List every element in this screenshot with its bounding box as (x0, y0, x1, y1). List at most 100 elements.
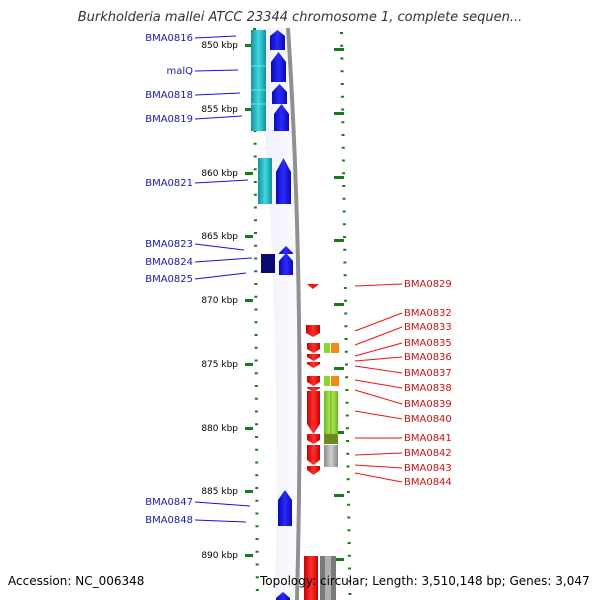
gene-bma0833 (307, 343, 320, 353)
cog-block (324, 376, 330, 386)
scale-tick (254, 359, 258, 362)
scale-tick (254, 410, 258, 413)
scale-tick (346, 452, 350, 455)
gene-bma0843 (307, 466, 320, 475)
tick-label: 875 kbp (201, 360, 238, 370)
tick-label: 860 kbp (201, 169, 238, 179)
scale-tick (344, 350, 348, 353)
label-leaders (194, 35, 403, 523)
gene-bma0841 (307, 434, 320, 444)
gene-label: BMA0839 (404, 399, 452, 410)
gene-bma0842 (307, 445, 320, 465)
major-tick (245, 108, 253, 111)
scale-tick (253, 181, 257, 183)
cog-block (324, 343, 330, 353)
scale-tick (254, 346, 258, 349)
leader-line (354, 472, 403, 483)
major-tick (245, 299, 253, 302)
tick-labels: 850 kbp 855 kbp 860 kbp 865 kbp 870 kbp 875 k… (201, 41, 344, 561)
leader-line (194, 179, 249, 184)
scale-tick (342, 172, 346, 175)
gene-label: BMA0816 (145, 33, 193, 44)
scale-tick (343, 236, 347, 238)
scale-tick (347, 503, 351, 506)
scale-tick (345, 376, 349, 379)
scale-tick (254, 385, 258, 387)
scale-tick (345, 389, 349, 391)
scale-tick (255, 589, 259, 591)
leader-line (194, 92, 241, 96)
gene-malq (271, 52, 286, 82)
leader-line (354, 342, 403, 357)
tick-label: 865 kbp (201, 232, 238, 242)
scale-tick (343, 248, 347, 251)
major-tick (334, 48, 344, 51)
scale-tick (345, 414, 349, 417)
scale-tick (344, 338, 348, 340)
gene-bma0819 (274, 104, 289, 131)
scale-tick (342, 185, 346, 187)
tick-label: 855 kbp (201, 105, 238, 115)
cog-block (324, 445, 338, 467)
gene-label: BMA0838 (404, 383, 452, 394)
major-tick (334, 303, 344, 306)
major-tick (334, 494, 344, 497)
gene-bma0840 (307, 391, 320, 434)
scale-tick (255, 499, 259, 502)
scale-tick (255, 474, 259, 477)
accession-text: Accession: NC_006348 (8, 574, 145, 588)
scale-tick (340, 83, 344, 85)
scale-tick (253, 193, 257, 196)
gene-label: BMA0841 (404, 433, 452, 444)
gene-label: BMA0819 (145, 114, 193, 125)
gene-bma0824 (279, 253, 293, 275)
scale-tick (347, 554, 351, 557)
scale-tick (347, 542, 351, 544)
leader-line (354, 356, 403, 362)
scale-tick (341, 121, 345, 124)
scale-tick (253, 142, 257, 145)
leader-line (194, 115, 243, 120)
scale-tick (342, 210, 346, 213)
tick-label: 870 kbp (201, 296, 238, 306)
gene-bma0835 (307, 354, 320, 361)
scale-tick (253, 219, 257, 222)
scale-tick (342, 223, 346, 226)
scale-tick (254, 397, 258, 400)
scale-tick (253, 206, 257, 209)
scale-tick (255, 563, 259, 566)
gene-label: BMA0844 (404, 477, 452, 488)
feature-block (258, 158, 272, 204)
gene-label: BMA0832 (404, 308, 452, 319)
leader-line (354, 452, 403, 456)
gene-label: BMA0840 (404, 414, 452, 425)
gene-bottom (276, 592, 290, 600)
scale-tick (346, 491, 350, 493)
scale-tick (254, 372, 258, 375)
reverse-tick-track (340, 32, 352, 595)
gene-label: malQ (166, 66, 193, 77)
scale-tick (255, 576, 259, 579)
scale-tick (254, 283, 258, 285)
leader-line (194, 272, 247, 280)
gene-label: BMA0821 (145, 178, 193, 189)
scale-tick (345, 427, 349, 430)
tick-label: 850 kbp (201, 41, 238, 51)
gene-bma0821 (276, 158, 291, 204)
gene-bma0838 (307, 387, 320, 392)
gene-label: BMA0825 (145, 274, 193, 285)
scale-tick (343, 261, 347, 264)
gene-label: BMA0836 (404, 352, 452, 363)
scale-tick (348, 593, 352, 595)
scale-tick (255, 512, 259, 515)
gene-label: BMA0848 (145, 515, 193, 526)
cog-block (331, 343, 339, 353)
topology-text: Topology: circular; Length: 3,510,148 bp… (260, 574, 590, 588)
gene-label: BMA0842 (404, 448, 452, 459)
tick-label: 885 kbp (201, 487, 238, 497)
gene-label: BMA0833 (404, 322, 452, 333)
gene-label: BMA0818 (145, 90, 193, 101)
scale-tick (254, 423, 258, 426)
scale-tick (340, 70, 344, 73)
